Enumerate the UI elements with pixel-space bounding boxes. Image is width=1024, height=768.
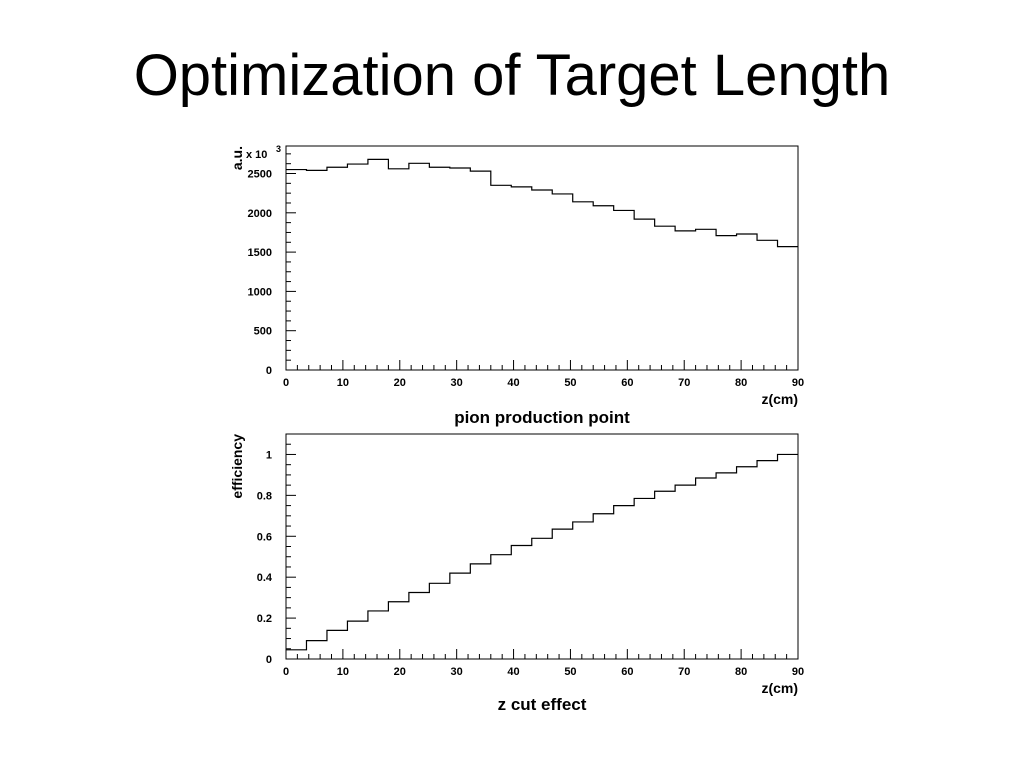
x-tick-label: 80 bbox=[735, 666, 747, 678]
x-tick-label: 40 bbox=[507, 377, 519, 389]
slide-title: Optimization of Target Length bbox=[133, 43, 891, 108]
histogram-series bbox=[286, 158, 798, 248]
y-multiplier-label: x 10 bbox=[246, 149, 267, 161]
y-tick-label: 1000 bbox=[248, 286, 272, 298]
x-tick-label: 50 bbox=[564, 666, 576, 678]
x-axis-label: z(cm) bbox=[761, 391, 798, 407]
x-tick-label: 50 bbox=[564, 377, 576, 389]
x-tick-label: 30 bbox=[451, 666, 463, 678]
x-tick-label: 0 bbox=[283, 377, 289, 389]
y-tick-label: 0 bbox=[266, 654, 272, 666]
y-multiplier-exponent: 3 bbox=[276, 144, 281, 154]
x-tick-label: 60 bbox=[621, 377, 633, 389]
y-tick-label: 0 bbox=[266, 365, 272, 377]
x-tick-label: 90 bbox=[792, 666, 804, 678]
x-tick-label: 70 bbox=[678, 377, 690, 389]
x-tick-label: 0 bbox=[283, 666, 289, 678]
y-tick-label: 500 bbox=[254, 326, 272, 338]
y-tick-label: 0.2 bbox=[257, 613, 272, 625]
y-axis-label: efficiency bbox=[229, 434, 245, 499]
x-tick-label: 20 bbox=[394, 666, 406, 678]
x-tick-label: 80 bbox=[735, 377, 747, 389]
x-tick-label: 10 bbox=[337, 377, 349, 389]
x-tick-label: 60 bbox=[621, 666, 633, 678]
x-tick-label: 10 bbox=[337, 666, 349, 678]
histogram-series bbox=[286, 453, 798, 651]
x-tick-label: 30 bbox=[451, 377, 463, 389]
chart-z-cut-effect: 0 10 20 30 40 50 60 70 80 90 0 0.2 0.4 0.6 0.8 1 z(cm) ef… bbox=[229, 433, 804, 714]
chart-title: pion production point bbox=[454, 408, 630, 427]
plot-frame bbox=[285, 433, 799, 660]
x-tick-label: 40 bbox=[507, 666, 519, 678]
y-tick-label: 0.4 bbox=[257, 572, 273, 584]
y-tick-label: 1 bbox=[266, 449, 272, 461]
y-axis-label: a.u. bbox=[229, 146, 245, 170]
x-tick-label: 70 bbox=[678, 666, 690, 678]
x-axis-label: z(cm) bbox=[761, 680, 798, 696]
y-tick-label: 2000 bbox=[248, 208, 272, 220]
y-tick-label: 0.8 bbox=[257, 490, 272, 502]
x-tick-label: 20 bbox=[394, 377, 406, 389]
chart-title: z cut effect bbox=[498, 695, 587, 714]
x-tick-label: 90 bbox=[792, 377, 804, 389]
chart-pion-production: 0 10 20 30 40 50 60 70 80 90 0 500 1000 1500 2000 2500 z… bbox=[229, 144, 804, 427]
plot-frame bbox=[285, 145, 799, 371]
y-tick-label: 0.6 bbox=[257, 531, 272, 543]
y-tick-label: 2500 bbox=[248, 169, 272, 181]
y-tick-label: 1500 bbox=[248, 247, 272, 259]
